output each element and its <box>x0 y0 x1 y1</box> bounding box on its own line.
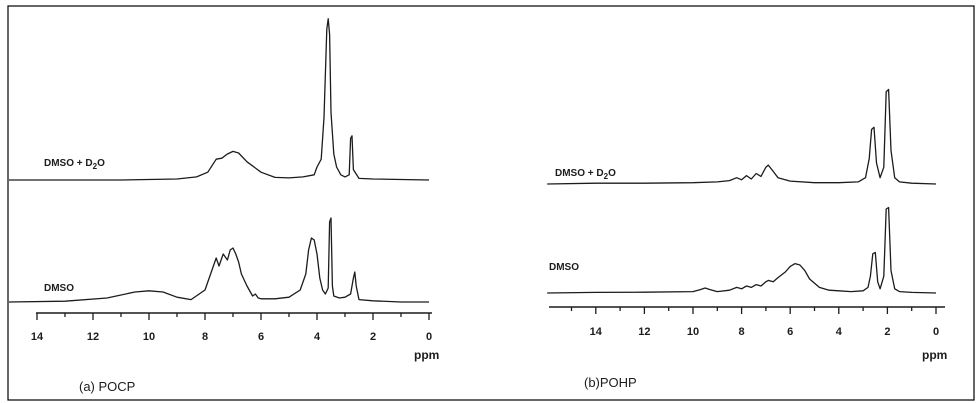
x-tick-label: 4 <box>314 331 321 343</box>
spectrum-line-dmso <box>547 206 937 294</box>
spectrum-line-dmso <box>8 217 429 303</box>
trace-label-dmso-d2o: DMSO + D2O <box>555 168 616 181</box>
x-tick-label: 4 <box>836 326 843 338</box>
x-tick-label: 8 <box>739 326 745 338</box>
x-tick-label: 6 <box>258 331 264 343</box>
x-tick-label: 14 <box>590 326 603 338</box>
x-tick-label: 0 <box>426 331 432 343</box>
x-axis-unit: ppm <box>414 348 439 362</box>
x-axis-ticks: 14 12 10 8 6 4 2 0 <box>570 307 939 338</box>
x-tick-label: 12 <box>87 331 99 343</box>
x-tick-label: 8 <box>202 331 208 343</box>
x-axis-ticks: 14 12 10 8 6 4 2 0 <box>31 313 432 343</box>
spectrum-line-dmso-d2o <box>547 88 937 185</box>
trace-label-dmso-d2o: DMSO + D2O <box>44 158 105 171</box>
x-tick-label: 12 <box>638 326 650 338</box>
x-tick-label: 6 <box>787 326 793 338</box>
panel-caption: (b)POHP <box>584 375 637 390</box>
x-tick-label: 2 <box>370 331 376 343</box>
x-tick-label: 0 <box>933 326 939 338</box>
x-tick-label: 14 <box>31 331 44 343</box>
trace-label-dmso: DMSO <box>44 283 74 294</box>
spectrum-line-dmso-d2o <box>9 18 430 181</box>
x-tick-label: 10 <box>687 326 699 338</box>
panel-caption: (a) POCP <box>79 379 135 394</box>
x-axis-unit: ppm <box>922 348 947 362</box>
panel-a-pocp: DMSO + D2O DMSO 14 12 10 8 6 4 2 0 ppm (a) POCP <box>8 18 439 394</box>
x-tick-label: 2 <box>884 326 890 338</box>
x-tick-label: 10 <box>143 331 155 343</box>
figure-border <box>7 5 975 401</box>
panel-b-pohp: DMSO + D2O DMSO 14 12 10 8 6 4 2 0 ppm (b)POHP <box>547 88 947 390</box>
trace-label-dmso: DMSO <box>549 262 579 273</box>
